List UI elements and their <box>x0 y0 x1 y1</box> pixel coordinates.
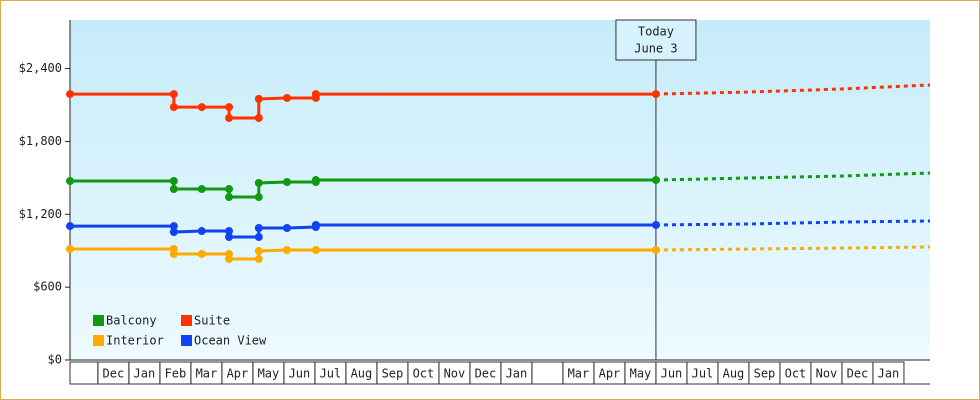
price-point <box>311 90 320 99</box>
price-point <box>169 90 178 99</box>
price-point <box>169 222 178 231</box>
x-tick-label: Jun <box>289 367 311 381</box>
price-point <box>197 185 206 194</box>
x-tick-label: Aug <box>723 367 745 381</box>
x-tick-label: Nov <box>444 367 466 381</box>
today-box <box>615 19 697 61</box>
x-tick-label: Jan <box>506 367 528 381</box>
price-point <box>197 227 206 236</box>
price-point <box>651 90 660 99</box>
x-tick-label: Jun <box>661 367 683 381</box>
x-tick-label: Dec <box>103 367 125 381</box>
price-point <box>225 232 234 241</box>
x-tick-label: May <box>258 367 280 381</box>
price-point <box>651 220 660 229</box>
y-tick-label: $1,800 <box>19 134 62 148</box>
forecast-line <box>655 219 931 227</box>
x-tick-label: Nov <box>816 367 838 381</box>
x-tick-label: Sep <box>382 367 404 381</box>
price-point <box>311 176 320 185</box>
forecast-line <box>655 171 931 182</box>
today-label: Today <box>638 25 674 39</box>
legend-swatch <box>93 335 104 346</box>
x-tick-label: Sep <box>754 367 776 381</box>
price-point <box>254 113 263 122</box>
price-point <box>225 113 234 122</box>
price-point <box>66 90 74 99</box>
price-point <box>197 249 206 258</box>
price-point <box>225 227 234 236</box>
price-point <box>225 254 234 263</box>
price-point <box>169 249 178 258</box>
price-point <box>651 176 660 185</box>
y-tick-label: $0 <box>48 353 62 367</box>
legend-swatch <box>181 315 192 326</box>
legend-label: Balcony <box>106 314 157 328</box>
price-point <box>225 193 234 202</box>
price-point <box>311 245 320 254</box>
price-point <box>254 254 263 263</box>
price-point <box>254 246 263 255</box>
price-point <box>254 178 263 187</box>
legend-label: Ocean View <box>194 334 267 348</box>
price-point <box>254 232 263 241</box>
price-point <box>311 220 320 229</box>
price-point <box>254 193 263 202</box>
price-point <box>169 228 178 237</box>
price-point <box>66 177 74 186</box>
price-point <box>225 103 234 112</box>
price-point <box>283 245 292 254</box>
y-tick-label: $2,400 <box>19 61 62 75</box>
forecast-line <box>655 83 931 96</box>
x-tick-label: Mar <box>568 367 590 381</box>
x-tick-label: Oct <box>785 367 807 381</box>
x-tick-label: Jan <box>134 367 156 381</box>
x-tick-label: May <box>630 367 652 381</box>
x-tick-label: Oct <box>413 367 435 381</box>
legend-swatch <box>181 335 192 346</box>
price-point <box>283 224 292 233</box>
y-tick-label: $1,200 <box>19 207 62 221</box>
legend-label: Interior <box>106 334 164 348</box>
forecast-line <box>655 245 931 252</box>
price-point <box>169 177 178 186</box>
price-point <box>66 245 74 254</box>
price-point <box>254 94 263 103</box>
legend-swatch <box>93 315 104 326</box>
x-tick-label: Aug <box>351 367 373 381</box>
price-point <box>225 185 234 194</box>
price-point <box>651 245 660 254</box>
price-point <box>283 93 292 102</box>
x-tick-label: Apr <box>227 367 249 381</box>
x-tick-label: Feb <box>165 367 187 381</box>
price-point <box>197 103 206 112</box>
x-tick-label: Jul <box>692 367 714 381</box>
x-tick-label: Dec <box>475 367 497 381</box>
x-tick-label: Jan <box>878 367 900 381</box>
x-tick-label: Dec <box>847 367 869 381</box>
x-tick-label: Mar <box>196 367 218 381</box>
price-point <box>283 177 292 186</box>
price-point <box>254 224 263 233</box>
x-tick-label: Apr <box>599 367 621 381</box>
today-label: June 3 <box>634 42 677 56</box>
price-point <box>169 103 178 112</box>
price-point <box>169 185 178 194</box>
price-point <box>66 222 74 231</box>
x-tick-label: Jul <box>320 367 342 381</box>
y-tick-label: $600 <box>33 280 62 294</box>
legend-label: Suite <box>194 314 230 328</box>
